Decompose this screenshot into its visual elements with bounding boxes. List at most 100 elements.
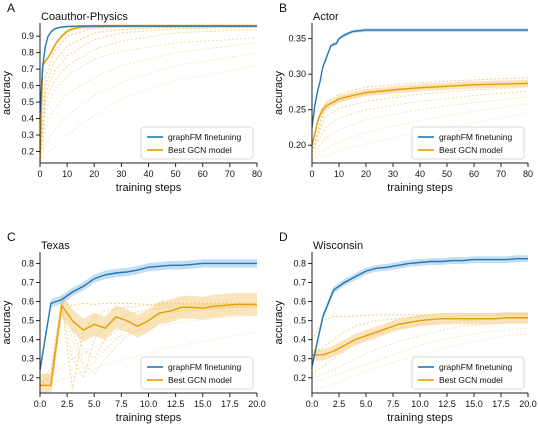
gcn-variant-line <box>312 322 528 379</box>
x-tick-label: 2.5 <box>61 399 74 409</box>
x-axis-label: training steps <box>387 412 453 424</box>
graphfm-band <box>312 255 528 370</box>
y-tick-label: 0.8 <box>21 48 34 58</box>
panel-title: Texas <box>41 240 70 252</box>
x-tick-label: 30 <box>116 169 126 179</box>
y-tick-label: 0.4 <box>293 335 306 345</box>
legend-label-gcn: Best GCN model <box>168 375 232 385</box>
y-tick-label: 0.2 <box>21 146 34 156</box>
gcn-variant-line <box>312 103 528 160</box>
x-tick-label: 10.0 <box>140 399 158 409</box>
legend-label-graphfm: graphFM finetuning <box>439 132 513 142</box>
y-axis-label: accuracy <box>1 300 13 345</box>
gcn-series-line <box>312 82 528 146</box>
x-axis-label: training steps <box>387 182 453 194</box>
x-tick-label: 40 <box>415 169 425 179</box>
gcn-variant-line <box>40 303 257 386</box>
legend-label-graphfm: graphFM finetuning <box>168 362 242 372</box>
x-tick-label: 70 <box>496 169 506 179</box>
x-tick-label: 0.0 <box>306 399 319 409</box>
gcn-variant-line <box>40 331 257 386</box>
x-tick-label: 5.0 <box>360 399 373 409</box>
y-tick-label: 0.3 <box>21 354 34 364</box>
x-tick-label: 30 <box>388 169 398 179</box>
y-tick-label: 0.9 <box>21 31 34 41</box>
y-tick-label: 0.7 <box>293 277 306 287</box>
gcn-variant-line <box>312 90 528 153</box>
gcn-variant-line <box>40 37 257 162</box>
y-tick-label: 0.4 <box>21 114 34 124</box>
y-tick-label: 0.2 <box>21 373 34 383</box>
x-tick-label: 15.0 <box>194 399 212 409</box>
x-tick-label: 15.0 <box>465 399 483 409</box>
gcn-variant-line <box>312 333 528 390</box>
legend: graphFM finetuning Best GCN model <box>140 356 254 390</box>
legend-label-graphfm: graphFM finetuning <box>168 132 242 142</box>
plot-area <box>312 28 528 160</box>
graphfm-band <box>40 25 257 117</box>
x-tick-label: 7.5 <box>115 399 128 409</box>
x-tick-label: 0.0 <box>34 399 47 409</box>
x-tick-label: 40 <box>143 169 153 179</box>
x-axis-label: training steps <box>116 412 182 424</box>
x-tick-label: 10 <box>334 169 344 179</box>
y-tick-label: 0.8 <box>293 258 306 268</box>
x-tick-label: 60 <box>469 169 479 179</box>
gcn-band <box>40 293 257 393</box>
panel-b: 0 10 20 30 40 50 60 70 80 0.20 0.25 0.30 0.35 B Actor t… <box>273 1 533 194</box>
plot-area <box>312 255 528 390</box>
gcn-variant-line <box>312 96 528 157</box>
legend-label-gcn: Best GCN model <box>439 375 503 385</box>
gcn-variant-line <box>40 25 257 162</box>
gcn-series-line <box>312 317 528 356</box>
y-tick-label: 0.30 <box>288 69 306 79</box>
gcn-variant-line <box>40 29 257 162</box>
gcn-variant-line <box>40 302 257 386</box>
x-tick-label: 20 <box>361 169 371 179</box>
y-axis-label: accuracy <box>1 70 13 115</box>
y-tick-label: 0.3 <box>293 354 306 364</box>
panel-d: 0.0 2.5 5.0 7.5 10.0 12.5 15.0 17.5 20.0 0.2 0.3 0.… <box>273 230 537 424</box>
gcn-variant-line <box>312 112 528 160</box>
y-tick-label: 0.6 <box>293 297 306 307</box>
y-tick-label: 0.2 <box>293 373 306 383</box>
plot-area <box>40 24 257 163</box>
panel-letter: D <box>279 230 288 244</box>
x-tick-label: 80 <box>523 169 533 179</box>
x-tick-label: 0 <box>37 169 42 179</box>
panel-letter: C <box>7 230 16 244</box>
graphfm-series-line <box>40 262 257 371</box>
x-tick-label: 20 <box>89 169 99 179</box>
y-tick-label: 0.25 <box>288 105 306 115</box>
gcn-band <box>312 79 528 149</box>
x-tick-label: 60 <box>198 169 208 179</box>
x-tick-label: 17.5 <box>221 399 239 409</box>
y-tick-label: 0.35 <box>288 34 306 44</box>
y-tick-label: 0.5 <box>21 316 34 326</box>
plot-area <box>40 259 257 393</box>
panel-letter: B <box>279 1 287 15</box>
y-tick-label: 0.20 <box>288 140 306 150</box>
gcn-series-line <box>40 303 257 387</box>
panel-title: Coauthor-Physics <box>41 11 128 23</box>
x-tick-label: 10 <box>62 169 72 179</box>
y-axis-label: accuracy <box>273 300 285 345</box>
x-tick-label: 17.5 <box>492 399 510 409</box>
gcn-variant-line <box>40 306 257 386</box>
x-tick-label: 12.5 <box>167 399 185 409</box>
x-tick-label: 5.0 <box>88 399 101 409</box>
gcn-variant-line <box>40 52 257 162</box>
panel-c: 0.0 2.5 5.0 7.5 10.0 12.5 15.0 17.5 20.0 0.2 0.3 0.… <box>1 230 266 424</box>
panel-title: Wisconsin <box>313 240 363 252</box>
x-tick-label: 7.5 <box>387 399 400 409</box>
x-tick-label: 50 <box>171 169 181 179</box>
y-tick-label: 0.7 <box>21 277 34 287</box>
x-tick-label: 80 <box>252 169 262 179</box>
x-tick-label: 0 <box>309 169 314 179</box>
panel-title: Actor <box>313 11 339 23</box>
x-tick-label: 10.0 <box>411 399 429 409</box>
legend: graphFM finetuning Best GCN model <box>411 126 525 160</box>
graphfm-series-line <box>312 29 528 128</box>
legend-label-gcn: Best GCN model <box>439 145 503 155</box>
